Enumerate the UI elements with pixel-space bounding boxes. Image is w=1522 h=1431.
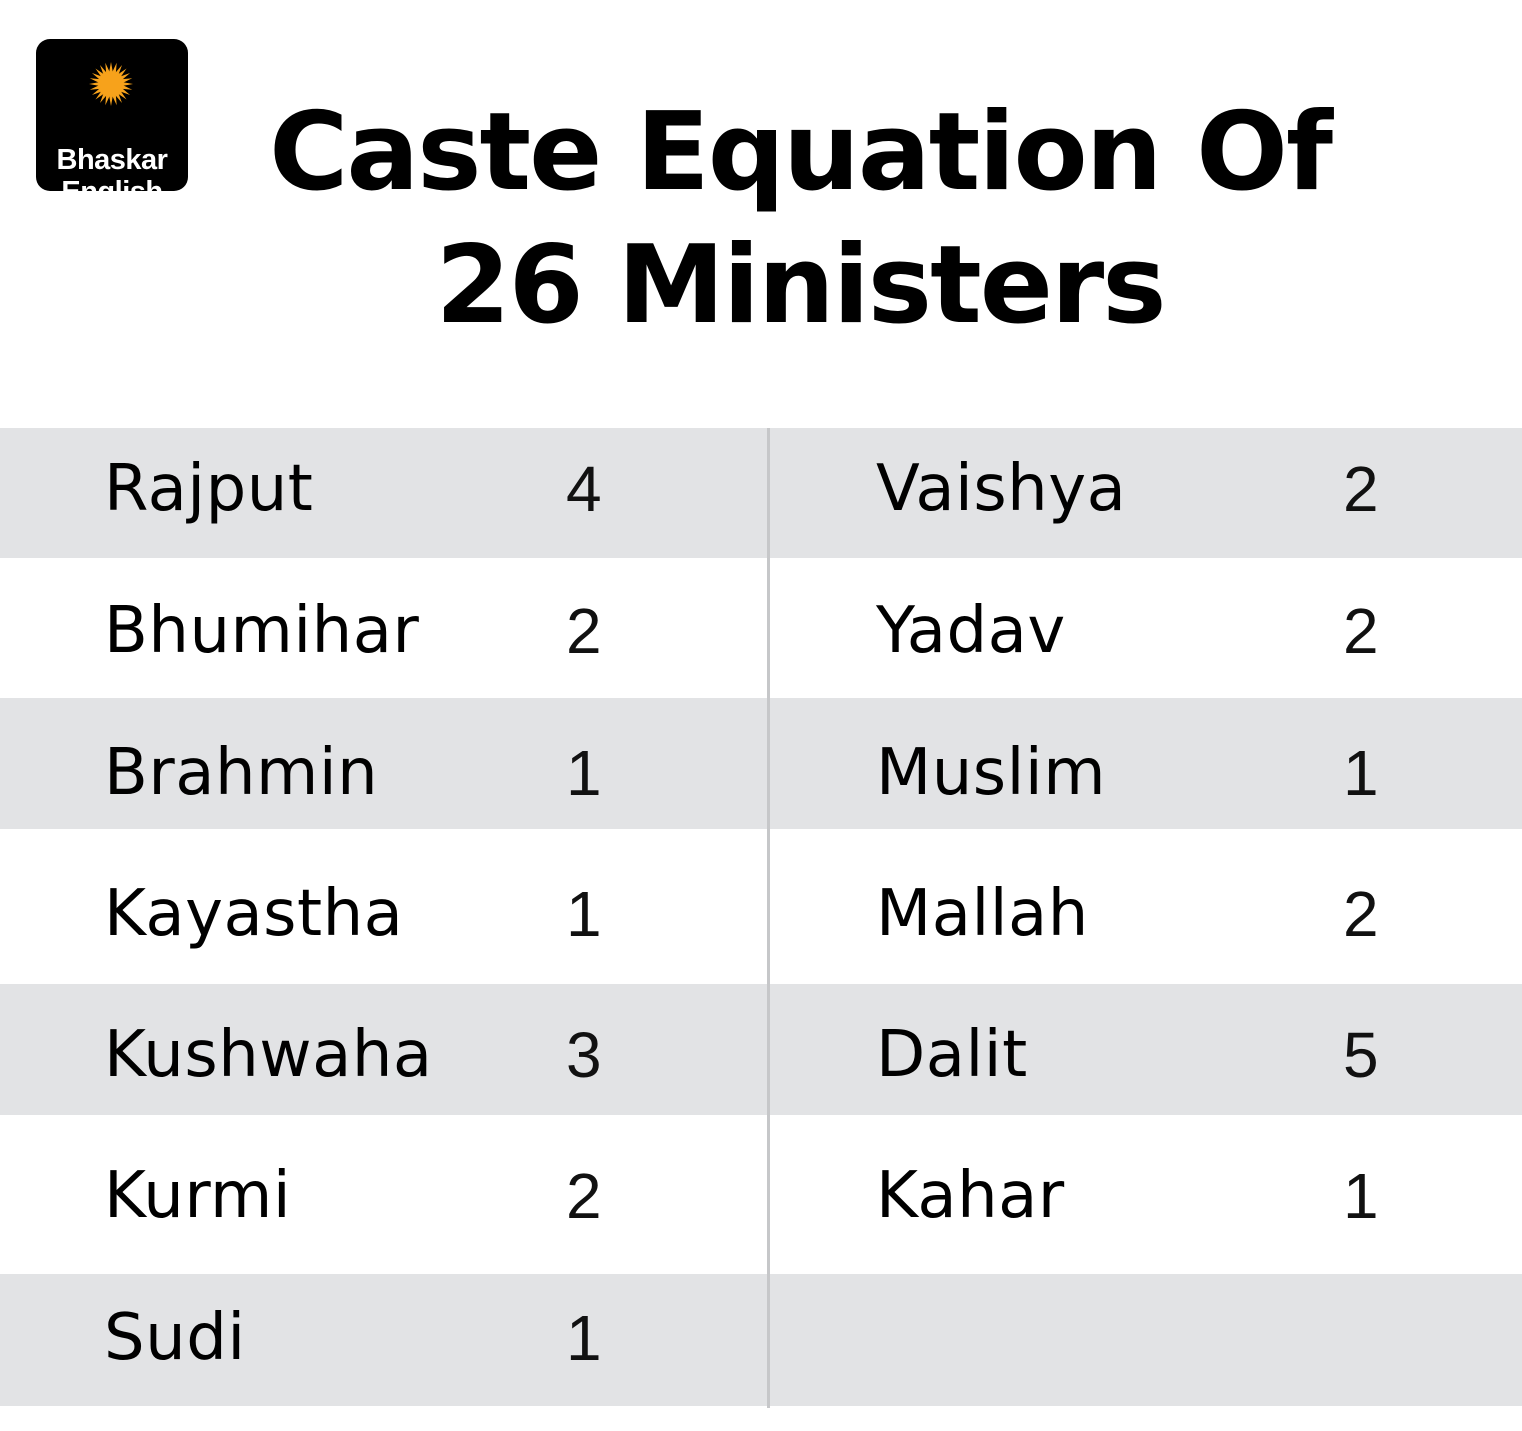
caste-count: 1 [1343, 737, 1379, 809]
column-divider [767, 428, 770, 1408]
title-line-2: 26 Ministers [435, 223, 1167, 348]
caste-label: Sudi [104, 1301, 246, 1375]
sun-icon [89, 62, 133, 106]
table-row [0, 984, 1522, 1115]
caste-count: 2 [1343, 453, 1379, 525]
caste-count: 1 [1343, 1160, 1379, 1232]
caste-count: 2 [1343, 595, 1379, 667]
caste-label: Vaishya [876, 452, 1127, 526]
caste-count: 2 [566, 1160, 602, 1232]
caste-label: Dalit [876, 1018, 1028, 1092]
table-row [0, 558, 1522, 698]
table-row [0, 829, 1522, 984]
caste-count: 1 [566, 737, 602, 809]
caste-label: Rajput [104, 452, 314, 526]
table-row [0, 428, 1522, 558]
table-row [0, 1115, 1522, 1274]
table-row [0, 1274, 1522, 1406]
caste-label: Kushwaha [104, 1018, 433, 1092]
caste-count: 4 [566, 453, 602, 525]
caste-label: Mallah [876, 877, 1089, 951]
title-line-1: Caste Equation Of [269, 90, 1333, 215]
logo-text-english: English [61, 176, 163, 208]
caste-count: 1 [566, 1302, 602, 1374]
table-row [0, 698, 1522, 829]
caste-count: 1 [566, 878, 602, 950]
caste-count: 3 [566, 1019, 602, 1091]
caste-count: 2 [566, 595, 602, 667]
caste-label: Kurmi [104, 1159, 292, 1233]
caste-label: Kahar [876, 1159, 1065, 1233]
caste-label: Bhumihar [104, 594, 420, 668]
caste-label: Kayastha [104, 877, 404, 951]
caste-count: 2 [1343, 878, 1379, 950]
caste-count: 5 [1343, 1019, 1379, 1091]
logo-text-bhaskar: Bhaskar [56, 144, 168, 176]
caste-label: Yadav [876, 594, 1066, 668]
caste-label: Brahmin [104, 736, 379, 810]
bhaskar-english-logo: Bhaskar English [36, 39, 188, 208]
page-title: Caste Equation Of 26 Ministers [240, 86, 1360, 352]
caste-label: Muslim [876, 736, 1107, 810]
